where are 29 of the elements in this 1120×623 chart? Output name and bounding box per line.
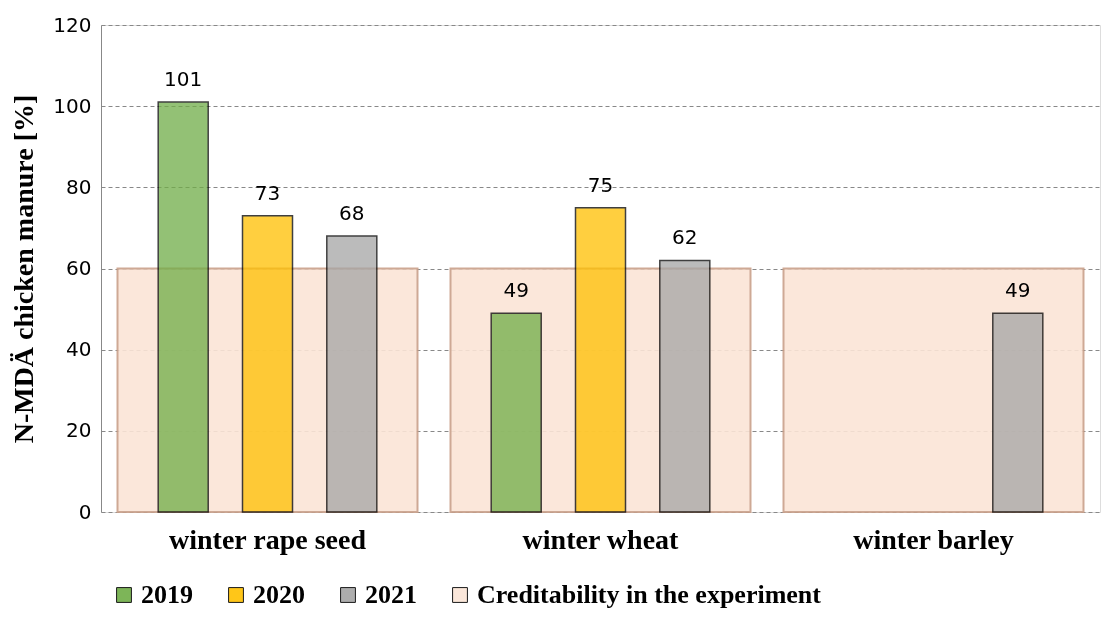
x-tick-label: winter barley [853, 523, 1014, 555]
data-label: 73 [254, 180, 281, 205]
legend-label: 2021 [365, 580, 417, 609]
data-label: 68 [339, 201, 365, 226]
bar [490, 312, 542, 513]
legend-label: Creditability in the experiment [477, 580, 822, 609]
y-tick-label: 100 [53, 93, 92, 118]
y-tick-label: 60 [66, 256, 92, 280]
x-tick-label: winter rape seed [169, 523, 367, 555]
legend-label: 2019 [141, 580, 193, 609]
y-tick-label: 120 [53, 12, 92, 37]
bar [574, 206, 627, 513]
legend-label: 2020 [253, 580, 305, 609]
data-label: 49 [503, 278, 529, 303]
bar [992, 312, 1044, 513]
data-label: 101 [164, 67, 203, 92]
bar [659, 259, 711, 513]
bar [326, 235, 378, 513]
y-tick-label: 0 [78, 499, 92, 524]
bar [241, 214, 294, 513]
data-label: 49 [1005, 278, 1031, 303]
data-label: 75 [587, 172, 614, 197]
y-tick-label: 40 [66, 337, 92, 362]
y-axis-title: N-MDÄ chicken manure [%] [8, 94, 40, 444]
x-tick-label: winter wheat [522, 523, 680, 555]
data-label: 62 [672, 225, 698, 250]
bar [157, 101, 209, 513]
y-tick-label: 20 [66, 418, 92, 443]
y-tick-label: 80 [66, 174, 92, 199]
